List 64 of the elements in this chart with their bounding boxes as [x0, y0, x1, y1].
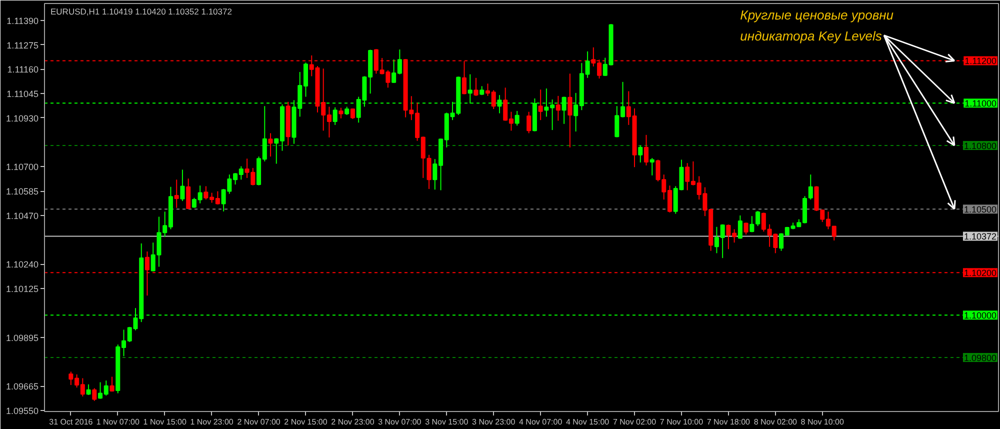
x-tick-label: 2 Nov 07:00: [237, 418, 281, 426]
y-tick-label: 1.09895: [6, 332, 39, 343]
x-tick-label: 31 Oct 2016: [49, 418, 94, 426]
candlestick: [474, 77, 478, 96]
candlestick: [186, 178, 191, 210]
candlestick: [174, 179, 179, 208]
x-tick-label: 7 Nov 10:00: [660, 418, 704, 426]
candlestick: [744, 222, 748, 236]
ref-line-label: 1.10800: [964, 141, 997, 152]
chart-title: EURUSD,H1 1.10419 1.10420 1.10352 1.10372: [50, 6, 232, 16]
ref-line-label: 1.11200: [964, 56, 997, 66]
candlestick: [556, 95, 560, 122]
x-tick-label: 4 Nov 07:00: [519, 418, 563, 426]
y-tick-label: 1.11275: [6, 40, 39, 50]
candlestick: [92, 388, 97, 402]
y-tick-label: 1.10930: [6, 113, 39, 124]
y-tick-label: 1.10585: [6, 186, 39, 197]
candlestick: [756, 210, 760, 227]
y-tick-label: 1.10470: [6, 210, 39, 221]
y-tick-label: 1.11160: [7, 64, 39, 75]
candlestick: [110, 376, 114, 392]
y-tick-label: 1.09550: [6, 406, 39, 416]
x-tick-label: 3 Nov 23:00: [472, 418, 516, 426]
x-tick-label: 7 Nov 18:00: [706, 418, 751, 426]
candlestick: [426, 154, 432, 190]
y-tick-label: 1.09665: [6, 382, 39, 392]
ref-line-label: 1.10500: [964, 204, 997, 215]
x-tick-label: 2 Nov 15:00: [284, 418, 328, 426]
candlestick: [268, 132, 273, 158]
y-tick-label: 1.10700: [6, 162, 39, 172]
candlestick: [514, 110, 520, 126]
candlestick: [644, 134, 649, 166]
x-tick-label: 8 Nov 02:00: [754, 418, 798, 426]
x-tick-label: 4 Nov 15:00: [566, 418, 610, 426]
ref-line-label: 1.11000: [964, 98, 997, 109]
y-tick-label: 1.11045: [6, 89, 39, 100]
x-tick-label: 1 Nov 23:00: [190, 418, 234, 426]
candlestick: [332, 106, 338, 126]
ref-line-label: 1.09800: [964, 352, 997, 363]
ref-line-label: 1.10000: [964, 310, 997, 321]
x-tick-label: 3 Nov 07:00: [378, 418, 422, 426]
candlestick: [338, 107, 344, 119]
candlestick: [180, 169, 185, 202]
candlestick: [86, 384, 91, 396]
x-tick-label: 1 Nov 15:00: [143, 418, 187, 426]
candlestick: [750, 216, 754, 233]
candlestick: [568, 73, 572, 148]
ref-line-label: 1.10200: [964, 268, 997, 278]
x-tick-label: 2 Nov 23:00: [331, 418, 375, 426]
y-tick-label: 1.10240: [6, 260, 39, 270]
x-tick-label: 3 Nov 15:00: [425, 418, 469, 426]
x-tick-label: 8 Nov 10:00: [800, 418, 844, 426]
ref-line-label: 1.10372: [964, 232, 997, 242]
candlestick: [650, 158, 654, 176]
y-tick-label: 1.11390: [6, 16, 39, 26]
candlestick: [538, 89, 543, 121]
x-tick-label: 7 Nov 02:00: [612, 418, 657, 426]
x-tick-label: 1 Nov 07:00: [96, 418, 140, 426]
annotation: Круглые ценовые уровни индикатора Key Levels: [740, 8, 894, 44]
candlestick: [738, 214, 742, 240]
candlestick: [638, 145, 643, 163]
candlestick: [808, 174, 813, 200]
candlestick: [526, 111, 532, 134]
y-tick-label: 1.10125: [6, 284, 39, 294]
